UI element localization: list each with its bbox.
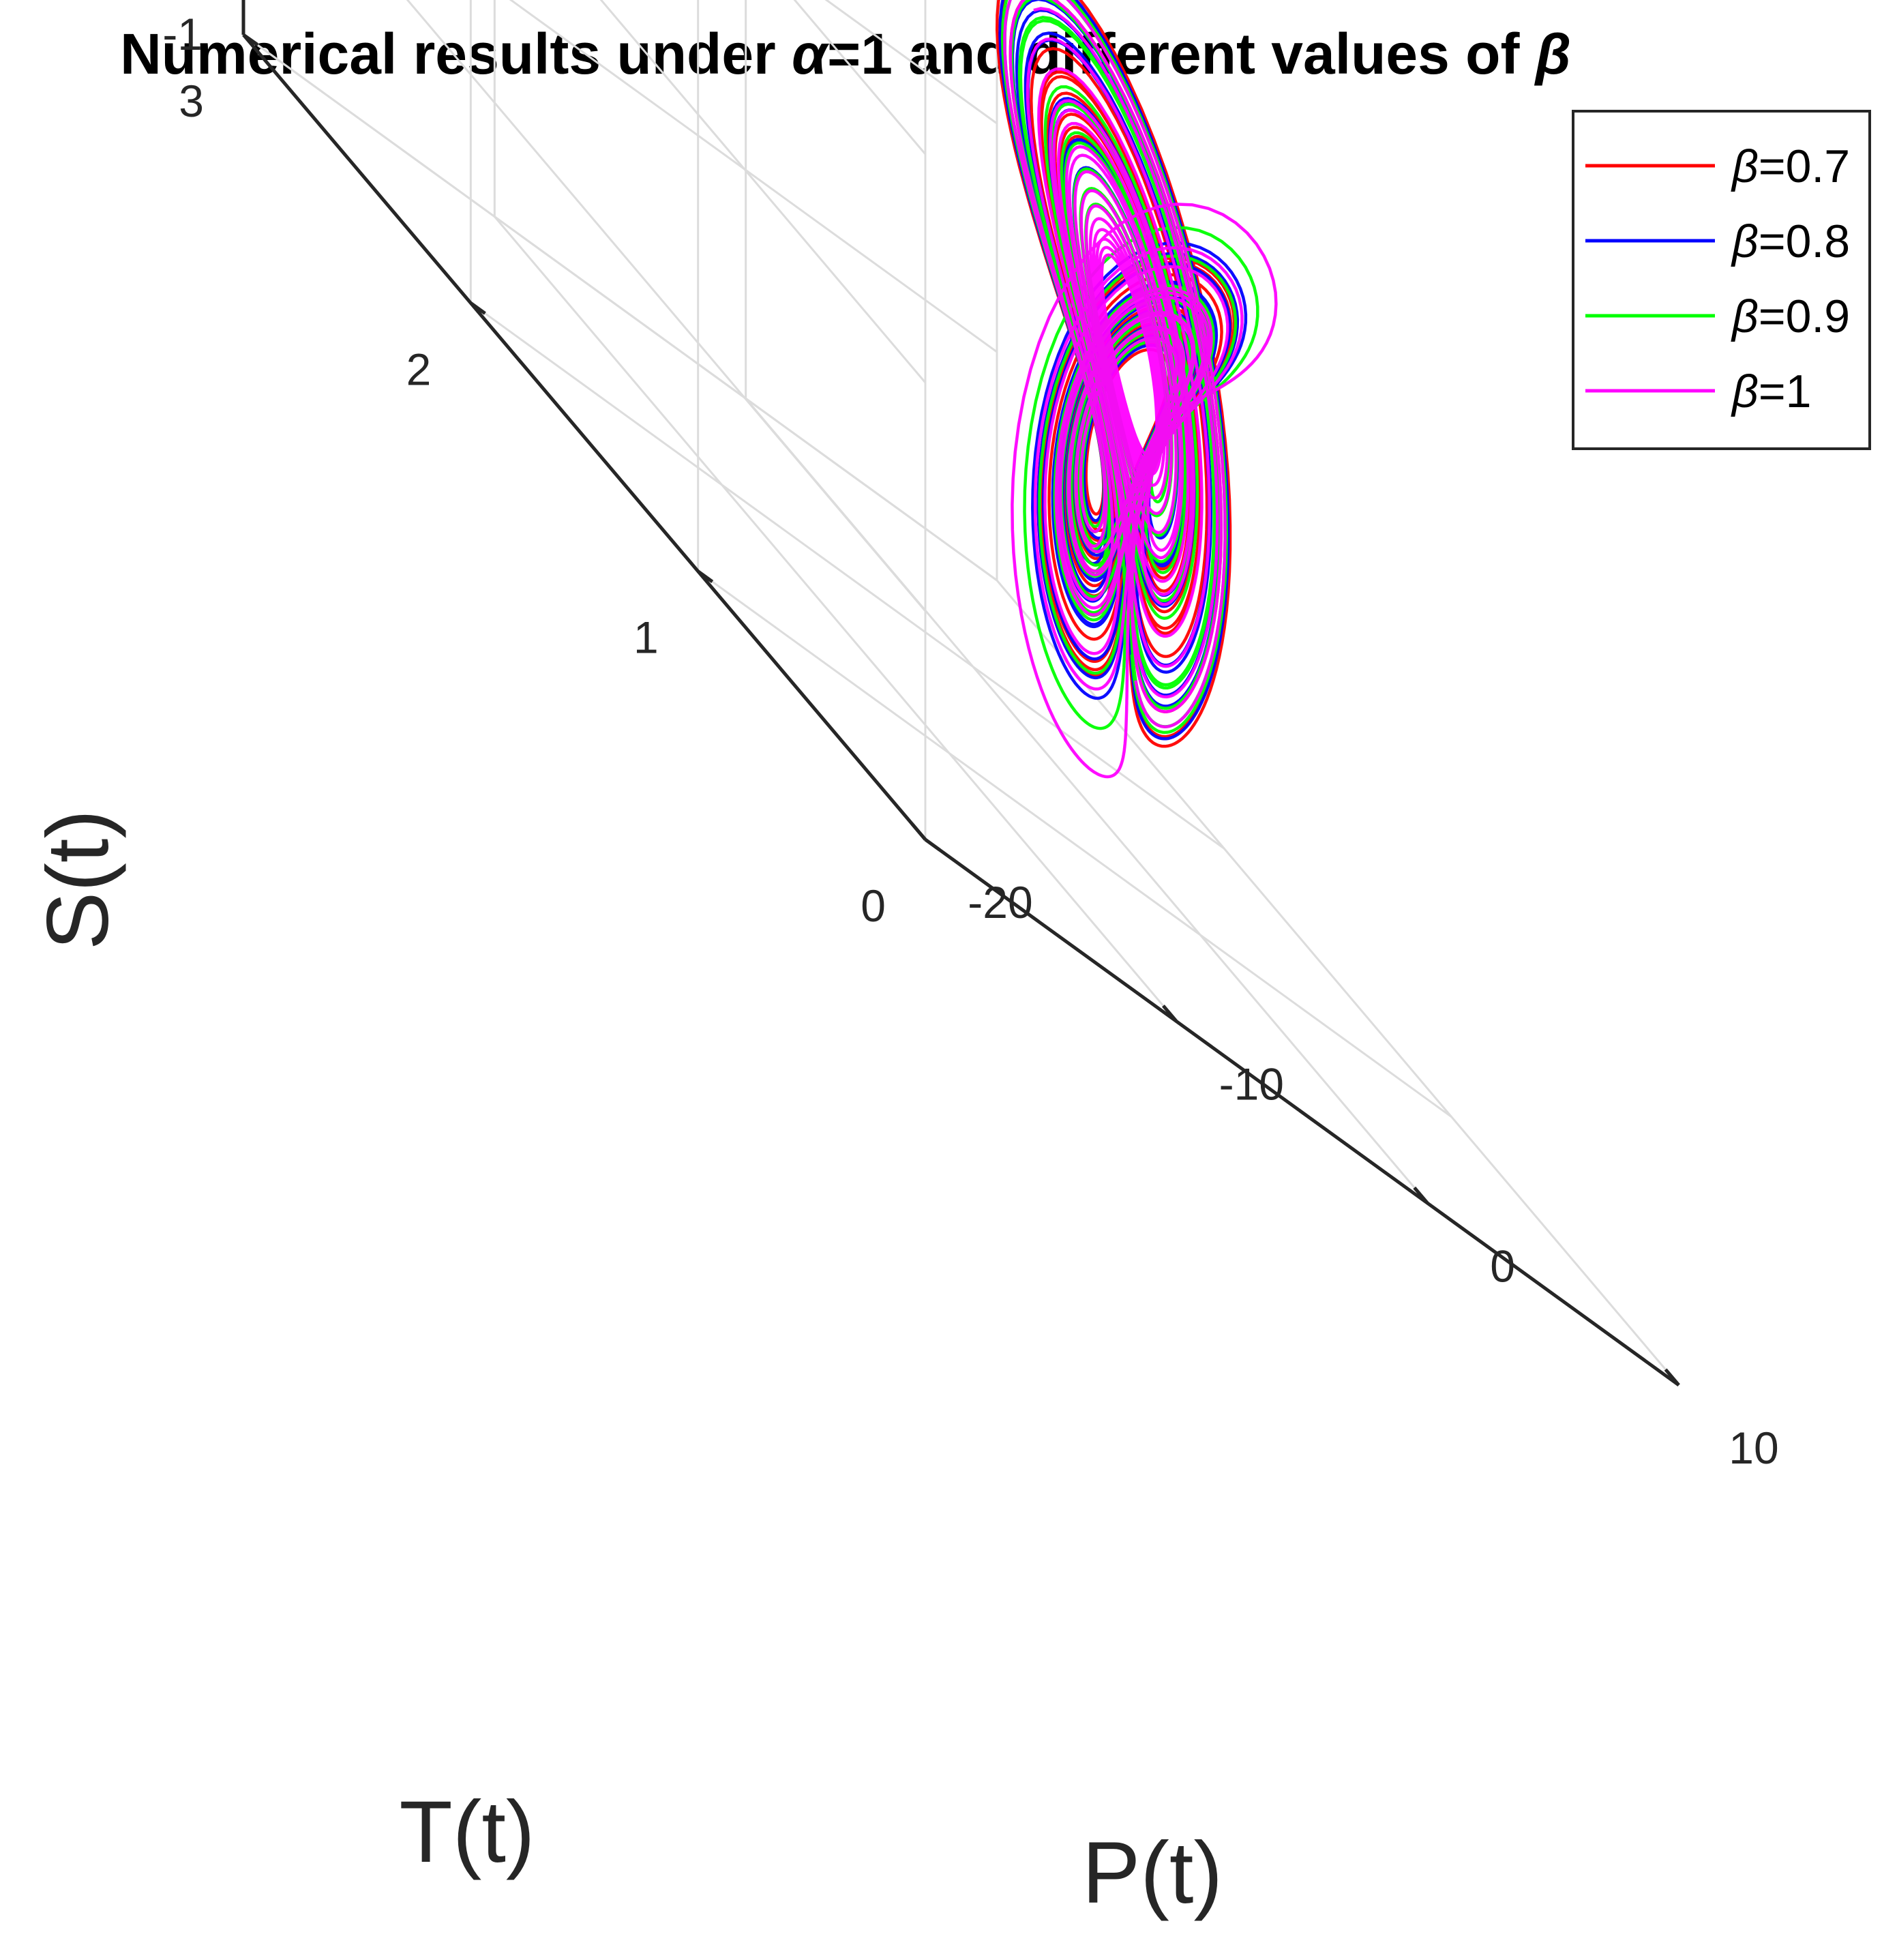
series-group [995, 0, 1278, 779]
grid-line-backwall [243, 33, 998, 582]
y-tick-label: 1 [633, 612, 659, 663]
grid-line-sidewall [406, 0, 927, 612]
legend-label: β=0.9 [1731, 291, 1850, 342]
y-tick-label: 0 [861, 880, 886, 931]
z-tick-label: -1 [162, 9, 203, 59]
x-tick-label: 0 [1490, 1241, 1515, 1291]
grid [242, 0, 1680, 1386]
x-tick-label: -10 [1219, 1059, 1284, 1110]
grid-line-sidewall [793, 0, 927, 155]
y-tick [242, 33, 259, 47]
y-tick-label: 3 [179, 76, 204, 126]
grid-line-floor [996, 580, 1680, 1386]
x-tick [1413, 1186, 1429, 1204]
y-axis-line [242, 33, 927, 841]
y-tick-label: 2 [406, 344, 432, 394]
legend-label: β=1 [1731, 366, 1811, 417]
x-tick-label: -20 [968, 877, 1032, 927]
legend-label: β=0.8 [1731, 216, 1850, 267]
z-axis-label: S(t) [29, 810, 127, 950]
y-axis-label: T(t) [400, 1783, 535, 1881]
series-line-3 [1003, 0, 1278, 779]
x-axis-label: P(t) [1082, 1824, 1223, 1922]
y-tick [697, 569, 714, 583]
x-tick [1162, 1005, 1178, 1023]
x-tick [910, 822, 927, 841]
legend: β=0.7 β=0.8 β=0.9 β=1 [1572, 110, 1871, 450]
grid-line-backwall [824, 0, 998, 125]
y-tick [469, 301, 486, 315]
grid-line-backwall [509, 0, 998, 353]
grid-line-sidewall [599, 0, 927, 383]
axes [241, 0, 1680, 1387]
grid-line-floor [494, 216, 1178, 1022]
x-tick [1664, 1368, 1680, 1386]
x-tick-label: 10 [1729, 1423, 1778, 1473]
grid-line-floor [470, 302, 1225, 850]
chart-title: Numerical results under α=1 and differen… [120, 22, 1571, 86]
x-axis-line [924, 837, 1680, 1387]
y-tick [924, 837, 941, 852]
legend-label: β=0.7 [1731, 140, 1850, 192]
grid-line-floor [697, 570, 1452, 1118]
